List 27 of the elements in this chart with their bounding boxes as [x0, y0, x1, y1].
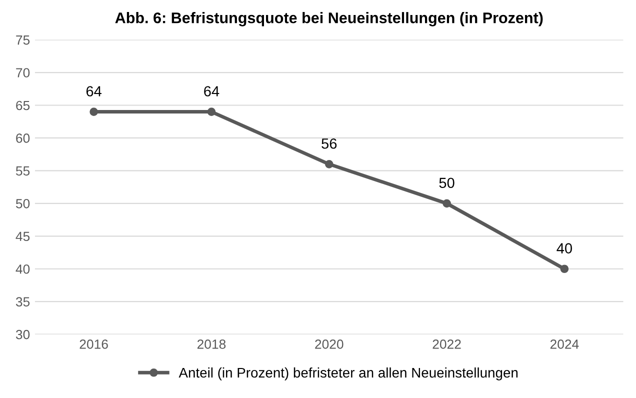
data-label: 56 — [322, 138, 337, 149]
point — [90, 108, 98, 116]
y-tick-label: 50 — [16, 198, 30, 208]
x-tick-label: 2020 — [315, 340, 344, 349]
point — [324, 160, 334, 168]
y-tick-label: 65 — [16, 100, 30, 110]
data-label: 64 — [204, 86, 220, 96]
legend-label: Anteil (in Prozent) befristeter an allen Neueinstellungen — [178, 367, 518, 380]
y-tick-label: 35 — [16, 297, 30, 307]
chart-title: Abb. 6: Befristungsquote bei Neueinstellungen (in Prozent) — [115, 12, 543, 26]
y-tick-label: 45 — [16, 232, 30, 242]
y-tick-label: 75 — [16, 36, 30, 45]
y-tick-label: 55 — [16, 166, 30, 176]
x-tick-label: 2024 — [550, 340, 579, 349]
x-tick-label: 2022 — [432, 340, 461, 349]
point — [560, 264, 569, 274]
data-label: 40 — [556, 243, 572, 254]
point — [442, 199, 451, 208]
y-tick-label: 30 — [16, 330, 30, 340]
y-tick-label: 60 — [16, 134, 30, 143]
x-tick-label: 2016 — [80, 340, 108, 349]
y-tick-label: 40 — [16, 264, 30, 274]
y-tick-label: 70 — [16, 68, 30, 78]
x-tick-label: 2018 — [197, 340, 226, 349]
point — [207, 108, 216, 116]
data-label: 50 — [439, 178, 454, 188]
data-label: 64 — [86, 86, 102, 96]
